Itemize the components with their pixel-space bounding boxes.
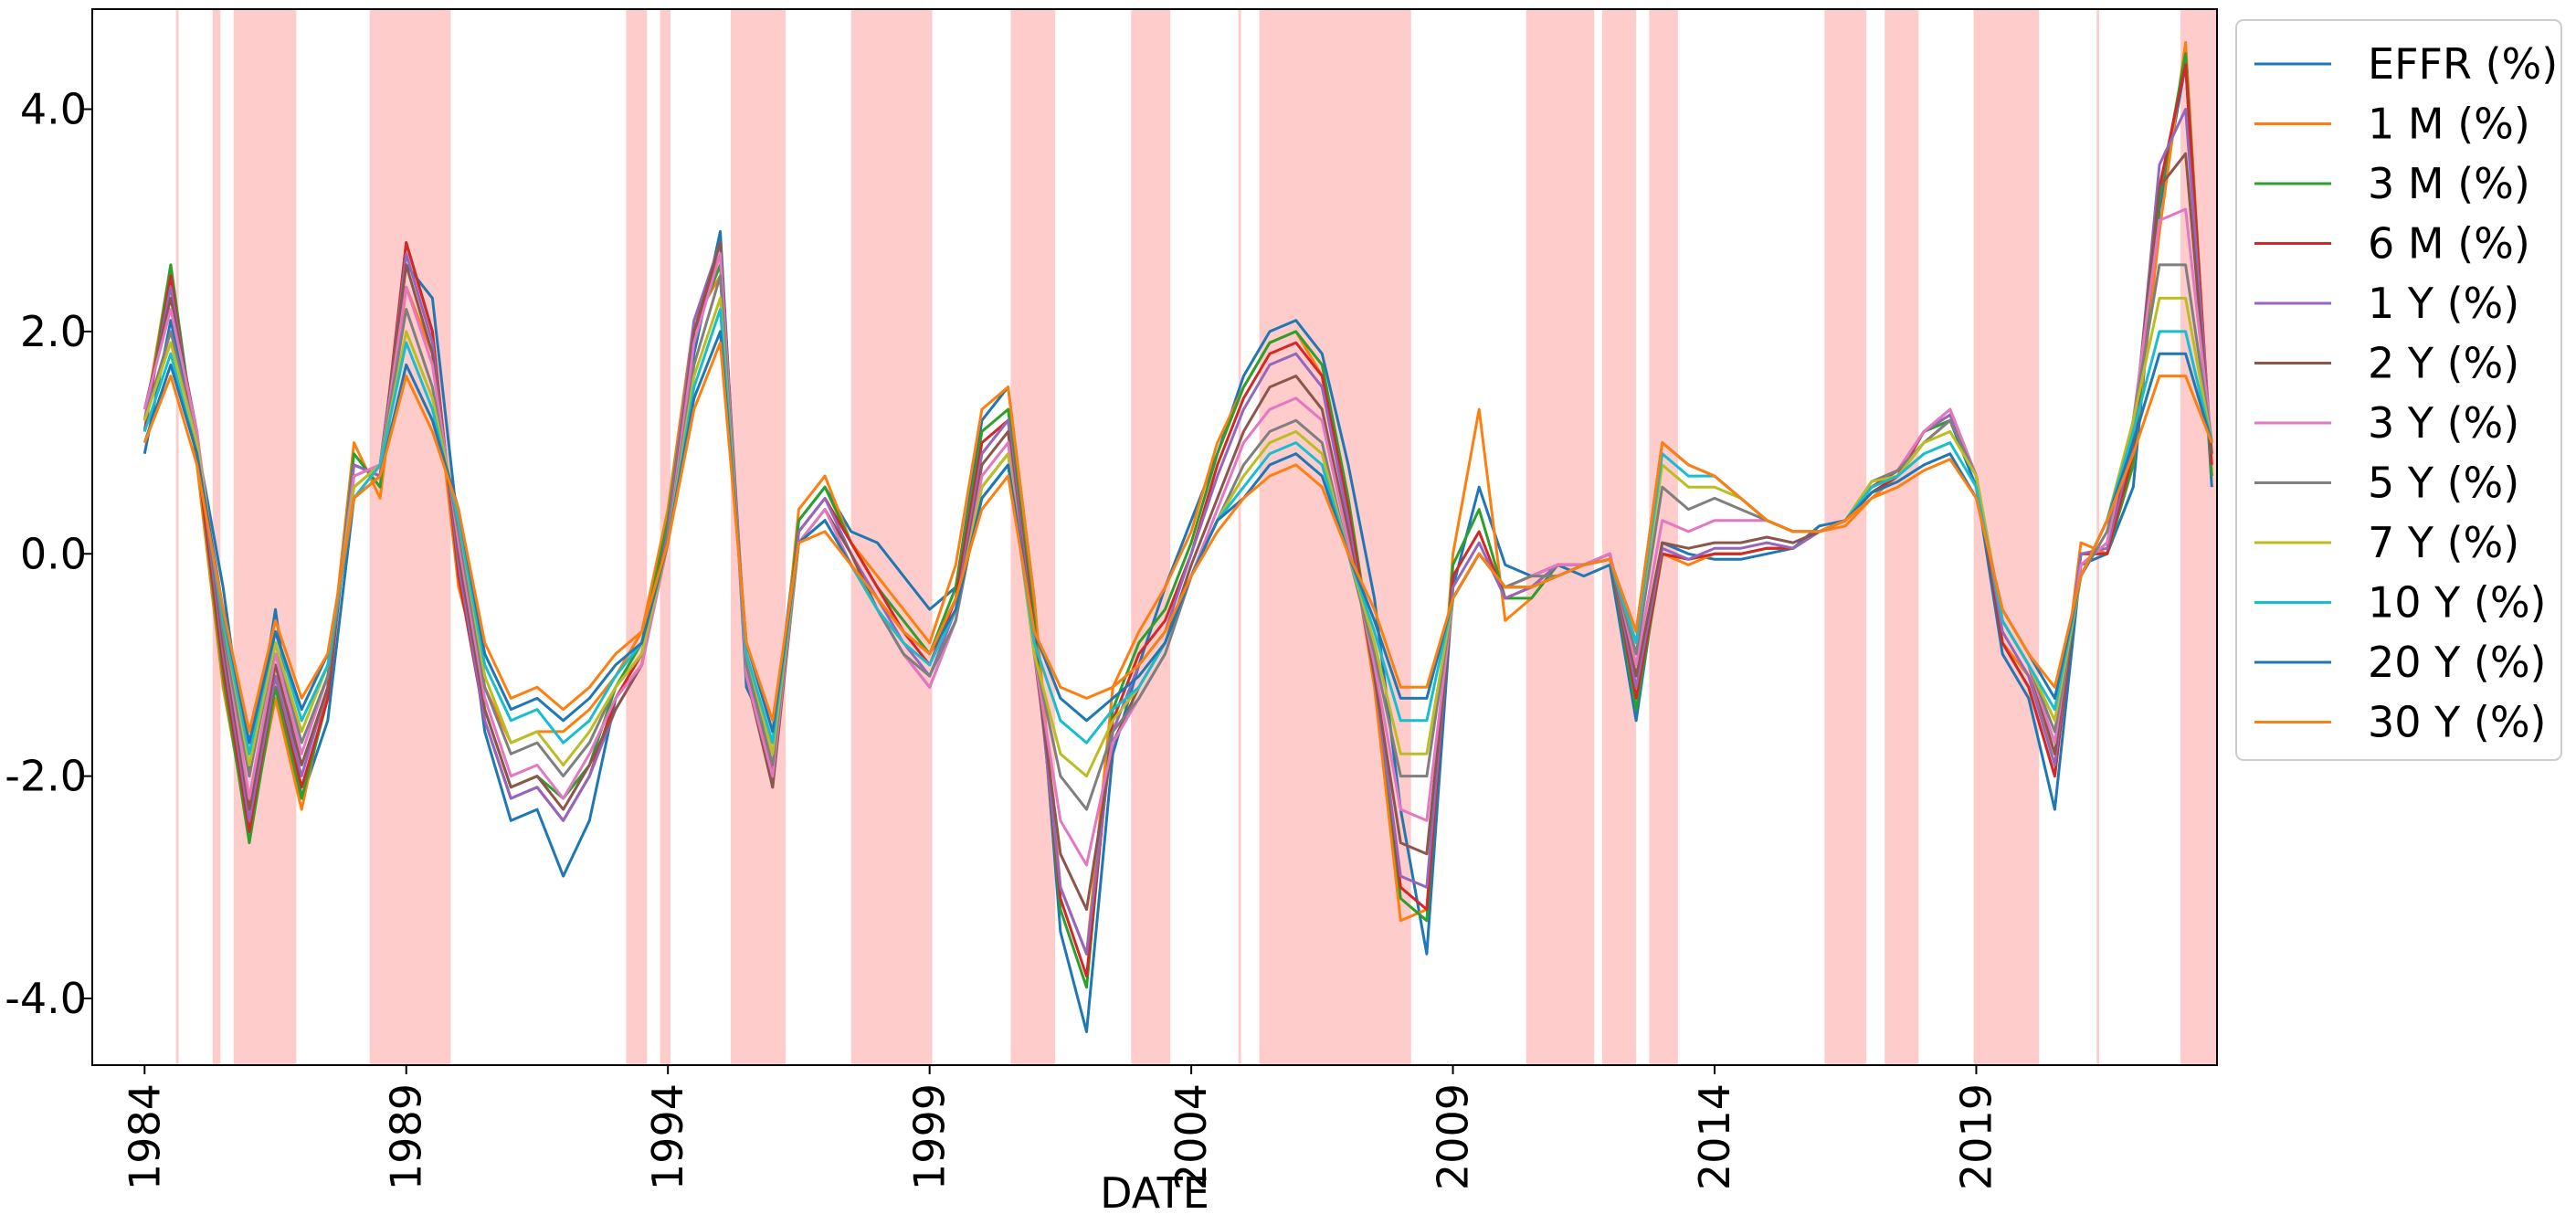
y-tick-label: 2.0 <box>20 307 87 356</box>
x-tick-label: 1989 <box>382 1083 431 1190</box>
y-axis-ticks: -4.0 -2.0 0.0 2.0 4.0 <box>5 85 92 1023</box>
shaded-period <box>1131 9 1171 1065</box>
legend-label: 6 M (%) <box>2368 219 2530 269</box>
series-lines <box>143 41 2213 1033</box>
x-axis-ticks: 1984 1989 1994 1999 2004 2009 2014 2019 <box>120 1065 2001 1190</box>
series-line <box>143 341 2213 734</box>
legend-label: 10 Y (%) <box>2368 578 2546 628</box>
shaded-period <box>1601 9 1637 1065</box>
legend-label: 1 Y (%) <box>2368 279 2519 328</box>
legend-label: 20 Y (%) <box>2368 638 2546 687</box>
y-tick-label: -2.0 <box>5 752 87 801</box>
legend-label: 2 Y (%) <box>2368 339 2519 388</box>
shaded-periods <box>175 9 2217 1065</box>
shaded-period <box>1824 9 1867 1065</box>
x-tick-label: 1994 <box>643 1083 692 1190</box>
x-tick-label: 1999 <box>905 1083 955 1190</box>
shaded-period <box>233 9 297 1065</box>
plot-area-frame <box>91 8 2218 1066</box>
x-tick-label: 1984 <box>120 1083 169 1190</box>
shaded-period <box>626 9 648 1065</box>
shaded-period <box>1259 9 1411 1065</box>
x-tick-label: 2009 <box>1429 1083 1478 1190</box>
legend-label: 3 Y (%) <box>2368 398 2519 448</box>
legend-box <box>2235 19 2562 761</box>
shaded-period <box>175 9 179 1065</box>
shaded-period <box>1238 9 1241 1065</box>
legend-label: 7 Y (%) <box>2368 518 2519 567</box>
shaded-period <box>2180 9 2217 1065</box>
legend[interactable]: EFFR (%) 1 M (%) 3 M (%) 6 M (%) 1 Y (%) 2 Y … <box>2235 19 2562 761</box>
x-tick-label: 2019 <box>1951 1083 2001 1190</box>
shaded-period <box>1884 9 1919 1065</box>
shaded-period <box>369 9 451 1065</box>
shaded-period <box>730 9 787 1065</box>
y-tick-label: -4.0 <box>5 974 87 1023</box>
legend-label: EFFR (%) <box>2368 39 2558 89</box>
shaded-period <box>212 9 221 1065</box>
y-tick-label: 4.0 <box>20 85 87 134</box>
shaded-period <box>1526 9 1595 1065</box>
legend-label: 3 M (%) <box>2368 159 2530 208</box>
series-line <box>143 330 2213 745</box>
legend-label: 5 Y (%) <box>2368 459 2519 508</box>
legend-label: 1 M (%) <box>2368 100 2530 149</box>
x-axis-title: DATE <box>1100 1168 1209 1218</box>
y-tick-label: 0.0 <box>20 529 87 578</box>
legend-label: 30 Y (%) <box>2368 698 2546 747</box>
x-tick-label: 2004 <box>1167 1083 1216 1190</box>
x-tick-label: 2014 <box>1690 1083 1739 1190</box>
